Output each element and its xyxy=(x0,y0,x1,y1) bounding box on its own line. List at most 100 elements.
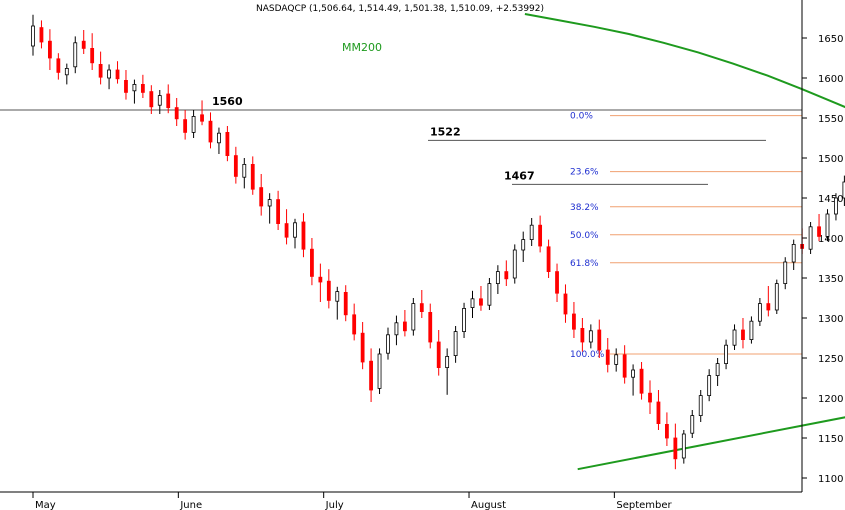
candle-body xyxy=(639,368,644,394)
fib-label: 100.0% xyxy=(570,350,605,360)
candle-body xyxy=(318,276,323,283)
candle-body xyxy=(462,307,466,332)
candle-body xyxy=(766,303,771,311)
candle-body xyxy=(225,131,230,156)
candle-body xyxy=(563,293,568,315)
candle-body xyxy=(377,353,382,389)
y-tick-label: 1350 xyxy=(818,274,843,285)
level-label: 1522 xyxy=(430,125,461,138)
candle-body xyxy=(681,433,686,459)
y-tick-label: 1550 xyxy=(818,114,843,125)
candle-body xyxy=(402,321,407,332)
candle-body xyxy=(233,155,238,177)
candle-body xyxy=(276,199,281,225)
fib-label: 61.8% xyxy=(570,259,599,269)
candle-body xyxy=(301,221,306,250)
candle-body xyxy=(538,224,543,247)
candle-body xyxy=(293,222,297,238)
candle-body xyxy=(774,283,779,311)
candle-body xyxy=(741,329,745,341)
candle-body xyxy=(208,120,213,143)
x-axis: MayJuneJulyAugustSeptemberNovemberDecemb… xyxy=(32,492,673,510)
candle-body xyxy=(470,298,475,308)
candle-body xyxy=(56,58,61,73)
fibonacci-retracement: 0.0% 23.6% 38.2% 50.0% 61.8% 100.0% xyxy=(570,112,802,360)
fib-label: 50.0% xyxy=(570,231,599,241)
candle-body xyxy=(132,84,137,92)
candle-body xyxy=(352,314,357,335)
candle-body xyxy=(73,42,78,68)
candle-body xyxy=(394,322,399,336)
candle-body xyxy=(673,437,678,460)
candle-body xyxy=(715,363,720,377)
candle-body xyxy=(436,341,441,369)
candle-body xyxy=(580,327,585,343)
x-tick-label: May xyxy=(35,500,56,510)
candle-body xyxy=(81,40,86,49)
candle-body xyxy=(529,224,534,240)
candle-body xyxy=(174,107,179,120)
x-tick-label: August xyxy=(471,500,506,510)
trendlines xyxy=(577,416,845,471)
fib-label: 0.0% xyxy=(570,112,593,122)
candle-body xyxy=(622,354,627,378)
candle-body xyxy=(90,48,95,64)
candle-body xyxy=(834,197,838,215)
y-tick-label: 1500 xyxy=(818,154,843,165)
candle-body xyxy=(98,64,103,78)
candle-body xyxy=(656,401,661,425)
candle-body xyxy=(107,69,111,79)
horizontal-levels: 1560 1522 1467 xyxy=(0,95,802,185)
y-tick-label: 1400 xyxy=(818,234,843,245)
y-axis: 1100 1150 1200 1250 1300 1350 1400 1450 1500 1550… xyxy=(802,34,843,485)
candle-body xyxy=(791,243,796,263)
candle-body xyxy=(825,213,830,237)
candle-body xyxy=(124,80,128,93)
candle-body xyxy=(360,332,365,363)
candle-body xyxy=(217,132,221,144)
y-tick-label: 1100 xyxy=(818,474,843,485)
candle-body xyxy=(495,271,500,285)
y-tick-label: 1300 xyxy=(818,314,843,325)
candle-body xyxy=(183,119,188,133)
candle-body xyxy=(250,163,255,190)
candle-body xyxy=(64,68,69,76)
candle-body xyxy=(555,271,559,294)
candle-body xyxy=(140,84,145,93)
candle-body xyxy=(284,223,289,238)
candle-body xyxy=(411,303,416,331)
candle-body xyxy=(757,303,762,322)
candle-body xyxy=(157,95,162,106)
candle-body xyxy=(783,261,788,285)
candle-body xyxy=(200,114,204,122)
candle-body xyxy=(479,298,483,306)
y-tick-label: 1200 xyxy=(818,394,843,405)
candle-body xyxy=(665,423,669,439)
x-tick-label: July xyxy=(325,500,344,510)
candle-body xyxy=(808,226,813,250)
candle-body xyxy=(343,291,348,316)
candle-body xyxy=(419,303,424,313)
candle-body xyxy=(191,116,196,133)
y-tick-label: 1600 xyxy=(818,74,843,85)
candle-body xyxy=(707,375,712,397)
y-tick-label: 1450 xyxy=(818,194,843,205)
fib-label: 38.2% xyxy=(570,203,599,213)
candle-body xyxy=(31,25,35,47)
candle-body xyxy=(732,329,737,346)
candle-body xyxy=(149,91,154,108)
x-tick-label: September xyxy=(616,500,672,510)
candle-body xyxy=(166,93,171,108)
y-tick-label: 1250 xyxy=(818,354,843,365)
candle-body xyxy=(749,320,754,341)
candle-body xyxy=(259,187,264,207)
candle-body xyxy=(369,360,373,391)
candle-body xyxy=(605,349,610,365)
candle-body xyxy=(445,355,450,368)
y-tick-label: 1650 xyxy=(818,34,843,45)
candle-body xyxy=(115,69,120,80)
candle-body xyxy=(572,313,576,330)
candle-body xyxy=(546,246,551,273)
